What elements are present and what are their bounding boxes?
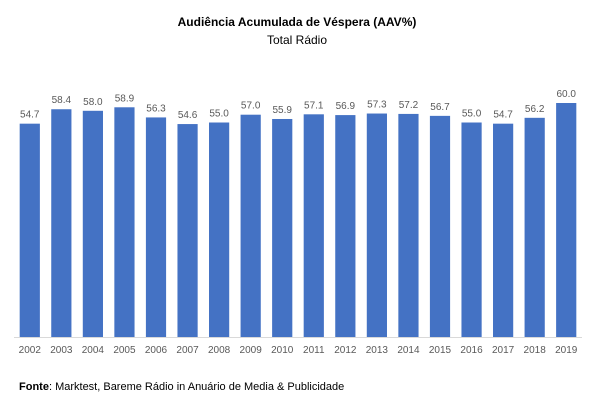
data-label-2014: 57.2 <box>399 100 419 111</box>
x-tick-label-2007: 2007 <box>176 345 199 356</box>
bar-2009 <box>240 114 261 337</box>
bar-2003 <box>51 109 72 338</box>
data-label-2011: 57.1 <box>304 100 324 111</box>
data-label-2003: 58.4 <box>52 95 72 106</box>
data-label-2015: 56.7 <box>430 102 450 113</box>
x-tick-label-2012: 2012 <box>334 345 357 356</box>
data-label-2017: 54.7 <box>493 110 513 121</box>
bar-2011 <box>303 114 324 337</box>
x-tick-label-2003: 2003 <box>50 345 73 356</box>
x-tick-label-2014: 2014 <box>397 345 420 356</box>
x-tick-label-2008: 2008 <box>208 345 231 356</box>
x-tick-label-2011: 2011 <box>303 345 325 356</box>
bar-2010 <box>272 118 293 338</box>
data-label-2006: 56.3 <box>146 103 166 114</box>
data-label-2016: 55.0 <box>462 109 482 120</box>
x-tick-label-2002: 2002 <box>19 345 42 356</box>
x-tick-label-2004: 2004 <box>82 345 105 356</box>
x-tick-label-2016: 2016 <box>460 345 483 356</box>
data-label-2013: 57.3 <box>367 100 387 111</box>
bar-chart: 54.7 2002 58.4 2003 58.0 2004 58.9 2005 56.3 2006… <box>14 89 582 356</box>
bar-2007 <box>177 124 198 337</box>
source-label: Fonte <box>19 381 49 393</box>
bar-2018 <box>524 117 545 337</box>
chart-subtitle: Total Rádio <box>266 33 328 47</box>
x-tick-label-2009: 2009 <box>240 345 263 356</box>
bar-2017 <box>493 123 514 337</box>
source-note: Fonte: Marktest, Bareme Rádio in Anuário… <box>19 381 344 393</box>
data-label-2002: 54.7 <box>20 110 40 121</box>
data-label-2007: 54.6 <box>178 110 198 121</box>
chart-title: Audiência Acumulada de Véspera (AAV%) <box>177 15 417 29</box>
bar-2016 <box>461 122 482 337</box>
bar-2012 <box>335 115 356 337</box>
x-tick-label-2019: 2019 <box>555 345 578 356</box>
data-label-2019: 60.0 <box>556 89 576 100</box>
data-label-2004: 58.0 <box>83 97 103 108</box>
source-text: : Marktest, Bareme Rádio in Anuário de M… <box>48 381 345 393</box>
bar-2005 <box>114 107 135 337</box>
bar-2014 <box>398 113 419 337</box>
bar-2019 <box>556 103 577 337</box>
data-label-2018: 56.2 <box>525 104 545 115</box>
data-label-2009: 57.0 <box>241 101 261 112</box>
x-tick-label-2013: 2013 <box>366 345 389 356</box>
data-label-2005: 58.9 <box>115 93 135 104</box>
bar-2002 <box>19 123 40 337</box>
data-label-2008: 55.0 <box>209 109 229 120</box>
bar-2008 <box>209 122 230 337</box>
x-tick-label-2006: 2006 <box>145 345 168 356</box>
x-tick-label-2017: 2017 <box>492 345 515 356</box>
x-tick-label-2015: 2015 <box>429 345 452 356</box>
bar-2015 <box>429 115 451 338</box>
bar-2004 <box>82 110 103 337</box>
data-label-2012: 56.9 <box>336 101 356 112</box>
x-tick-label-2005: 2005 <box>113 345 136 356</box>
x-tick-label-2010: 2010 <box>271 345 294 356</box>
bar-2006 <box>145 117 167 338</box>
x-tick-label-2018: 2018 <box>524 345 547 356</box>
data-label-2010: 55.9 <box>272 105 292 116</box>
bar-2013 <box>366 113 387 337</box>
